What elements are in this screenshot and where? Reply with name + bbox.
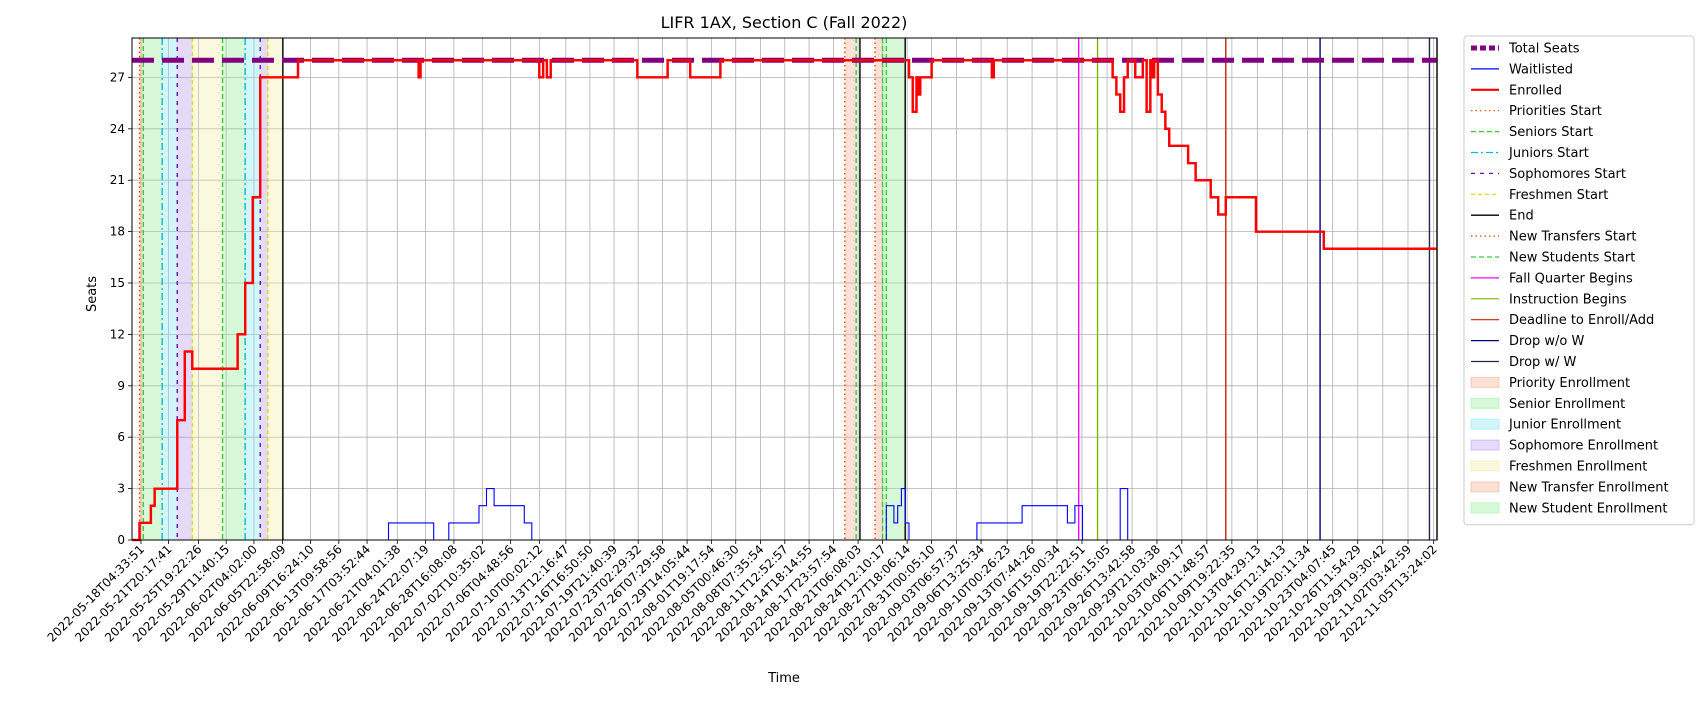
span-sophomore-enrollment bbox=[260, 38, 268, 540]
span-senior-enrollment bbox=[222, 38, 246, 540]
legend-label-new-transfer-enrollment: New Transfer Enrollment bbox=[1509, 480, 1669, 495]
enrollment-spans-layer bbox=[139, 38, 906, 540]
series-waitlisted bbox=[132, 488, 1437, 541]
y-tick-label: 18 bbox=[110, 225, 125, 239]
legend-swatch-sophomore-enrollment bbox=[1470, 439, 1500, 451]
y-tick-label: 0 bbox=[117, 533, 125, 547]
legend-label-new-transfers-start: New Transfers Start bbox=[1509, 230, 1636, 245]
legend-label-new-students-start: New Students Start bbox=[1509, 251, 1635, 266]
legend-label-waitlisted: Waitlisted bbox=[1509, 62, 1573, 77]
span-priority-enrollment bbox=[139, 38, 144, 540]
legend-label-freshmen-start: Freshmen Start bbox=[1509, 188, 1608, 203]
legend-label-juniors-start: Juniors Start bbox=[1508, 146, 1589, 161]
y-tick-label: 12 bbox=[110, 327, 125, 341]
legend-box bbox=[1463, 35, 1695, 526]
span-new-transfer-enrollment bbox=[875, 38, 883, 540]
legend-label-senior-enrollment: Senior Enrollment bbox=[1509, 397, 1625, 412]
legend-label-end: End bbox=[1509, 209, 1534, 224]
y-tick-label: 3 bbox=[117, 482, 125, 496]
legend-label-priorities-start: Priorities Start bbox=[1509, 104, 1602, 119]
span-senior-enrollment bbox=[143, 38, 163, 540]
legend-label-deadline-to-enroll-add: Deadline to Enroll/Add bbox=[1509, 313, 1654, 328]
legend-swatch-freshmen-enrollment bbox=[1470, 460, 1500, 472]
legend-label-sophomores-start: Sophomores Start bbox=[1509, 167, 1626, 182]
y-tick-label: 24 bbox=[110, 122, 125, 136]
y-tick-label: 6 bbox=[117, 430, 125, 444]
legend-swatch-priority-enrollment bbox=[1470, 376, 1500, 388]
span-freshmen-enrollment bbox=[267, 38, 283, 540]
legend-label-new-student-enrollment: New Student Enrollment bbox=[1509, 501, 1667, 516]
y-tick-label: 21 bbox=[110, 173, 125, 187]
y-tick-label: 27 bbox=[110, 70, 125, 84]
legend-label-total-seats: Total Seats bbox=[1508, 42, 1580, 57]
legend-label-seniors-start: Seniors Start bbox=[1509, 125, 1593, 140]
span-sophomore-enrollment bbox=[177, 38, 193, 540]
legend-label-enrolled: Enrolled bbox=[1509, 83, 1562, 98]
legend-label-fall-quarter-begins: Fall Quarter Begins bbox=[1509, 271, 1633, 286]
legend-label-instruction-begins: Instruction Begins bbox=[1509, 292, 1627, 307]
legend-label-priority-enrollment: Priority Enrollment bbox=[1509, 376, 1630, 391]
series-enrolled bbox=[132, 59, 1437, 542]
legend-label-freshmen-enrollment: Freshmen Enrollment bbox=[1509, 460, 1647, 475]
legend-swatch-new-transfer-enrollment bbox=[1470, 481, 1500, 493]
legend-label-drop-w-o-w: Drop w/o W bbox=[1509, 334, 1585, 349]
legend-swatch-new-student-enrollment bbox=[1470, 502, 1500, 514]
legend-swatch-senior-enrollment bbox=[1470, 397, 1500, 409]
y-tick-label: 9 bbox=[117, 379, 125, 393]
span-junior-enrollment bbox=[162, 38, 178, 540]
span-freshmen-enrollment bbox=[192, 38, 223, 540]
legend-label-junior-enrollment: Junior Enrollment bbox=[1508, 418, 1621, 433]
y-axis-label: Seats bbox=[85, 276, 100, 312]
y-tick-label: 15 bbox=[110, 276, 125, 290]
axes-layer: 2022-05-18T04:33:512022-05-21T20:17:4120… bbox=[45, 37, 1440, 645]
span-new-student-enrollment bbox=[882, 38, 906, 540]
grid-layer bbox=[132, 38, 1437, 541]
legend-swatch-junior-enrollment bbox=[1470, 418, 1500, 430]
span-junior-enrollment bbox=[245, 38, 261, 540]
series-layer bbox=[132, 57, 1437, 542]
legend: Total Seats Waitlisted Enrolled Priorities … bbox=[1463, 35, 1695, 526]
span-priority-enrollment bbox=[844, 38, 857, 540]
plot-frame bbox=[131, 37, 1438, 541]
x-axis-label: Time bbox=[767, 671, 800, 686]
legend-label-drop-w-w: Drop w/ W bbox=[1509, 355, 1577, 370]
legend-label-sophomore-enrollment: Sophomore Enrollment bbox=[1509, 439, 1658, 454]
chart-title: LIFR 1AX, Section C (Fall 2022) bbox=[661, 13, 908, 32]
